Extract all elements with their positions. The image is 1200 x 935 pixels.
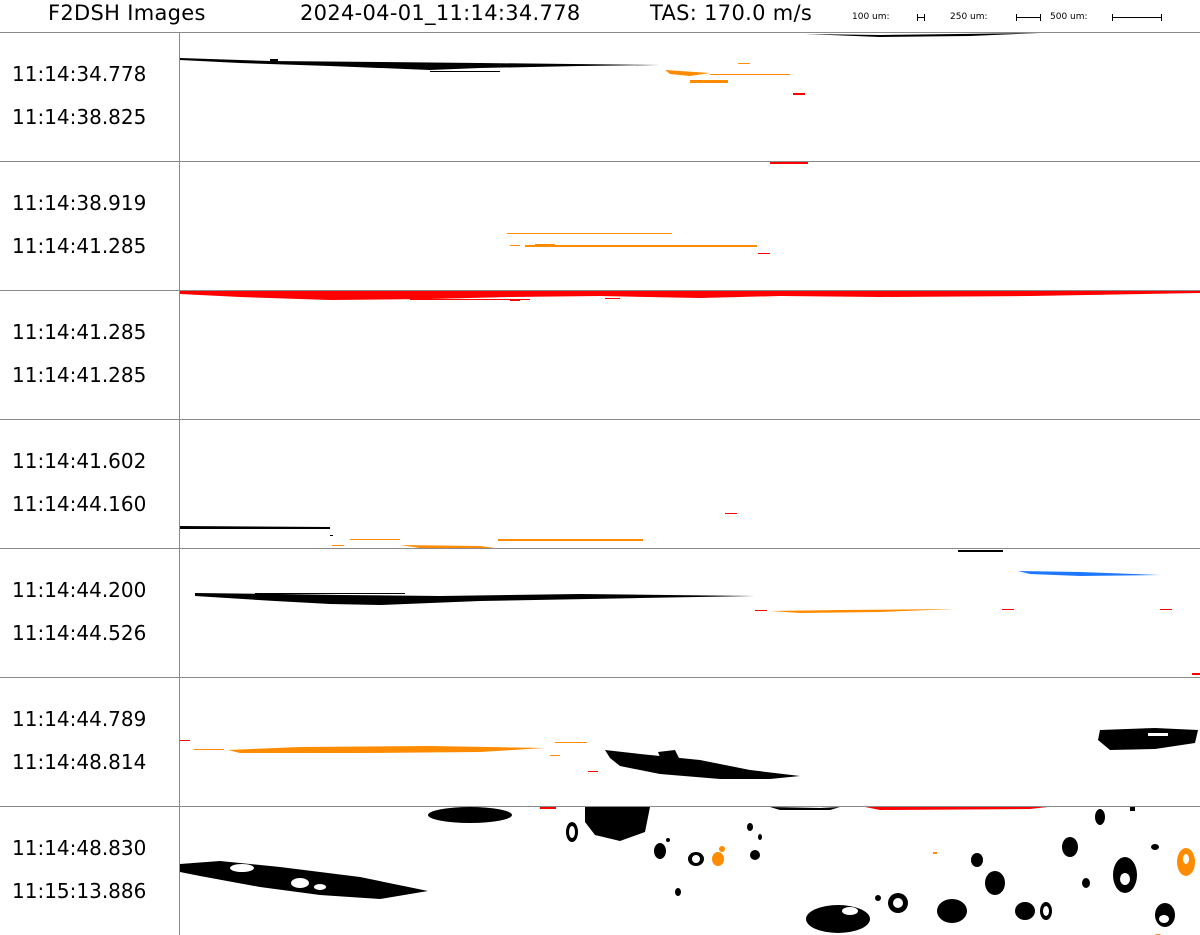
- time-label-column: 11:14:34.778 11:14:38.825: [0, 33, 180, 161]
- scale-bar-500um: [1112, 14, 1162, 21]
- particle-image-area: [180, 291, 1200, 419]
- particle-image-area: [180, 807, 1200, 935]
- particle-image-area: [180, 678, 1200, 806]
- time-label-column: 11:14:38.919 11:14:41.285: [0, 162, 180, 290]
- header: F2DSH Images 2024-04-01_11:14:34.778 TAS…: [0, 0, 1200, 32]
- end-time: 11:15:13.886: [12, 879, 147, 903]
- start-time: 11:14:44.789: [12, 707, 147, 731]
- end-time: 11:14:38.825: [12, 105, 147, 129]
- start-time: 11:14:38.919: [12, 191, 147, 215]
- end-time: 11:14:48.814: [12, 750, 147, 774]
- particle-image-area: [180, 549, 1200, 677]
- end-time: 11:14:44.160: [12, 492, 147, 516]
- particle-images: [180, 513, 737, 548]
- particle-image-area: [180, 420, 1200, 548]
- time-label-column: 11:14:41.285 11:14:41.285: [0, 291, 180, 419]
- end-time: 11:14:41.285: [12, 363, 147, 387]
- scale-bar-100um: [917, 14, 925, 21]
- end-time: 11:14:41.285: [12, 234, 147, 258]
- particle-images: [180, 33, 1040, 95]
- image-panel-2: 11:14:38.919 11:14:41.285: [0, 161, 1200, 290]
- particle-images: [507, 162, 808, 254]
- scale-bar-250um: [1016, 14, 1041, 21]
- particle-images: [180, 728, 1198, 779]
- image-panel-6: 11:14:44.789 11:14:48.814: [0, 677, 1200, 806]
- true-airspeed: TAS: 170.0 m/s: [650, 1, 813, 25]
- particle-image-area: [180, 162, 1200, 290]
- scale-label-500um: 500 um:: [1050, 12, 1088, 22]
- image-panel-3: 11:14:41.285 11:14:41.285: [0, 290, 1200, 419]
- image-panel-7: 11:14:48.830 11:15:13.886: [0, 806, 1200, 935]
- app-title: F2DSH Images: [48, 1, 206, 25]
- particle-images: [180, 291, 1200, 301]
- particle-image-area: [180, 33, 1200, 161]
- start-time: 11:14:44.200: [12, 578, 147, 602]
- image-panel-1: 11:14:34.778 11:14:38.825: [0, 32, 1200, 161]
- scale-label-250um: 250 um:: [950, 12, 988, 22]
- start-time: 11:14:41.285: [12, 320, 147, 344]
- time-label-column: 11:14:44.200 11:14:44.526: [0, 549, 180, 677]
- timestamp: 2024-04-01_11:14:34.778: [300, 1, 581, 25]
- end-time: 11:14:44.526: [12, 621, 147, 645]
- particle-images: [195, 550, 1200, 675]
- image-strip-panels: 11:14:34.778 11:14:38.825 11:14:38.919 1…: [0, 32, 1200, 935]
- scale-label-100um: 100 um:: [852, 12, 890, 22]
- time-label-column: 11:14:41.602 11:14:44.160: [0, 420, 180, 548]
- time-label-column: 11:14:48.830 11:15:13.886: [0, 807, 180, 935]
- time-label-column: 11:14:44.789 11:14:48.814: [0, 678, 180, 806]
- start-time: 11:14:41.602: [12, 449, 147, 473]
- start-time: 11:14:34.778: [12, 62, 147, 86]
- particle-images: [180, 807, 1195, 935]
- start-time: 11:14:48.830: [12, 836, 147, 860]
- image-panel-4: 11:14:41.602 11:14:44.160: [0, 419, 1200, 548]
- image-panel-5: 11:14:44.200 11:14:44.526: [0, 548, 1200, 677]
